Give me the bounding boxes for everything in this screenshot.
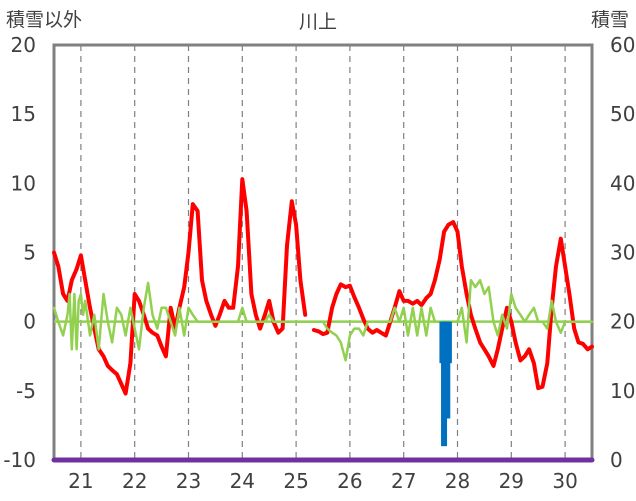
x-tick-27: 27 — [391, 469, 416, 493]
x-tick-23: 23 — [176, 469, 201, 493]
y-tick-right-20: 20 — [610, 310, 635, 334]
y-tick-right-40: 40 — [610, 171, 635, 195]
series-0-line-0 — [52, 177, 308, 396]
y-tick-right-60: 60 — [610, 33, 635, 57]
y-tick-left-10: 10 — [11, 171, 36, 195]
x-tick-28: 28 — [445, 469, 470, 493]
y-axis-label-left: 積雪以外 — [6, 9, 82, 31]
x-tick-24: 24 — [230, 469, 255, 493]
x-tick-22: 22 — [122, 469, 147, 493]
series-2-bar-3 — [444, 321, 451, 419]
plot-area — [51, 43, 595, 463]
y-tick-left--10: -10 — [3, 448, 36, 472]
y-tick-left-0: 0 — [23, 310, 36, 334]
y-tick-left--5: -5 — [16, 379, 36, 403]
chart-title: 川上 — [299, 11, 337, 33]
y-tick-right-50: 50 — [610, 102, 635, 126]
series-0-line-1 — [311, 220, 594, 391]
y-axis-label-right: 積雪 — [591, 9, 629, 31]
x-tick-26: 26 — [337, 469, 362, 493]
x-tick-21: 21 — [68, 469, 93, 493]
x-tick-25: 25 — [283, 469, 308, 493]
x-tick-29: 29 — [499, 469, 524, 493]
series-2-bar-4 — [445, 321, 452, 364]
y-tick-left-20: 20 — [11, 33, 36, 57]
series-2-bar-1 — [441, 321, 448, 447]
series-1-line-0 — [52, 278, 594, 362]
y-tick-right-30: 30 — [610, 241, 635, 265]
y-tick-left-5: 5 — [23, 241, 36, 265]
y-tick-right-10: 10 — [610, 379, 635, 403]
x-tick-30: 30 — [552, 469, 577, 493]
y-tick-right-0: 0 — [610, 448, 623, 472]
y-tick-left-15: 15 — [11, 102, 36, 126]
